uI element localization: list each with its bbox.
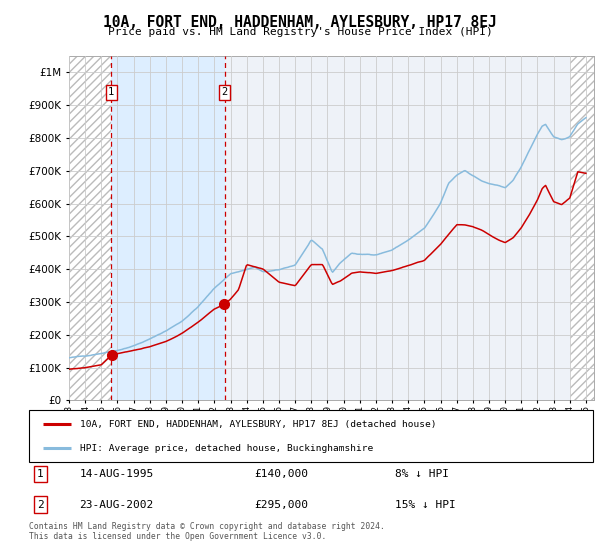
Text: Contains HM Land Registry data © Crown copyright and database right 2024.
This d: Contains HM Land Registry data © Crown c…: [29, 522, 385, 542]
Text: 8% ↓ HPI: 8% ↓ HPI: [395, 469, 449, 479]
Bar: [112, 56, 225, 400]
Text: 2: 2: [37, 500, 43, 510]
Bar: [570, 56, 600, 400]
Text: 23-AUG-2002: 23-AUG-2002: [80, 500, 154, 510]
Text: 10A, FORT END, HADDENHAM, AYLESBURY, HP17 8EJ (detached house): 10A, FORT END, HADDENHAM, AYLESBURY, HP1…: [80, 420, 436, 429]
FancyBboxPatch shape: [29, 410, 593, 462]
Text: 15% ↓ HPI: 15% ↓ HPI: [395, 500, 456, 510]
Text: Price paid vs. HM Land Registry's House Price Index (HPI): Price paid vs. HM Land Registry's House …: [107, 27, 493, 37]
Text: 10A, FORT END, HADDENHAM, AYLESBURY, HP17 8EJ: 10A, FORT END, HADDENHAM, AYLESBURY, HP1…: [103, 15, 497, 30]
Text: 1: 1: [108, 87, 115, 97]
Text: 14-AUG-1995: 14-AUG-1995: [80, 469, 154, 479]
Text: £140,000: £140,000: [254, 469, 308, 479]
Bar: [69, 56, 112, 400]
Text: 1: 1: [37, 469, 43, 479]
Text: £295,000: £295,000: [254, 500, 308, 510]
Text: 2: 2: [221, 87, 228, 97]
Text: HPI: Average price, detached house, Buckinghamshire: HPI: Average price, detached house, Buck…: [80, 444, 373, 452]
